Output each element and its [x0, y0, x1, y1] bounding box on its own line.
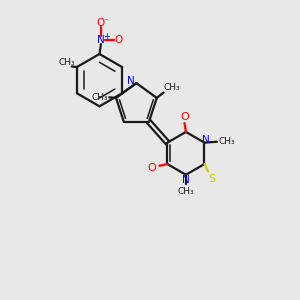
Text: S: S: [208, 175, 215, 184]
Text: CH₃: CH₃: [58, 58, 75, 67]
Text: O: O: [180, 112, 189, 122]
Text: ⁻: ⁻: [103, 18, 108, 27]
Text: CH₃: CH₃: [178, 187, 194, 196]
Text: N: N: [182, 175, 190, 185]
Text: CH₃: CH₃: [164, 83, 180, 92]
Text: N: N: [97, 35, 105, 45]
Text: N: N: [128, 76, 135, 86]
Text: +: +: [103, 32, 110, 41]
Text: O: O: [114, 35, 122, 45]
Text: N: N: [202, 135, 210, 145]
Text: CH₃: CH₃: [92, 93, 108, 102]
Text: O: O: [96, 18, 104, 28]
Text: CH₃: CH₃: [218, 137, 235, 146]
Text: O: O: [148, 163, 156, 172]
